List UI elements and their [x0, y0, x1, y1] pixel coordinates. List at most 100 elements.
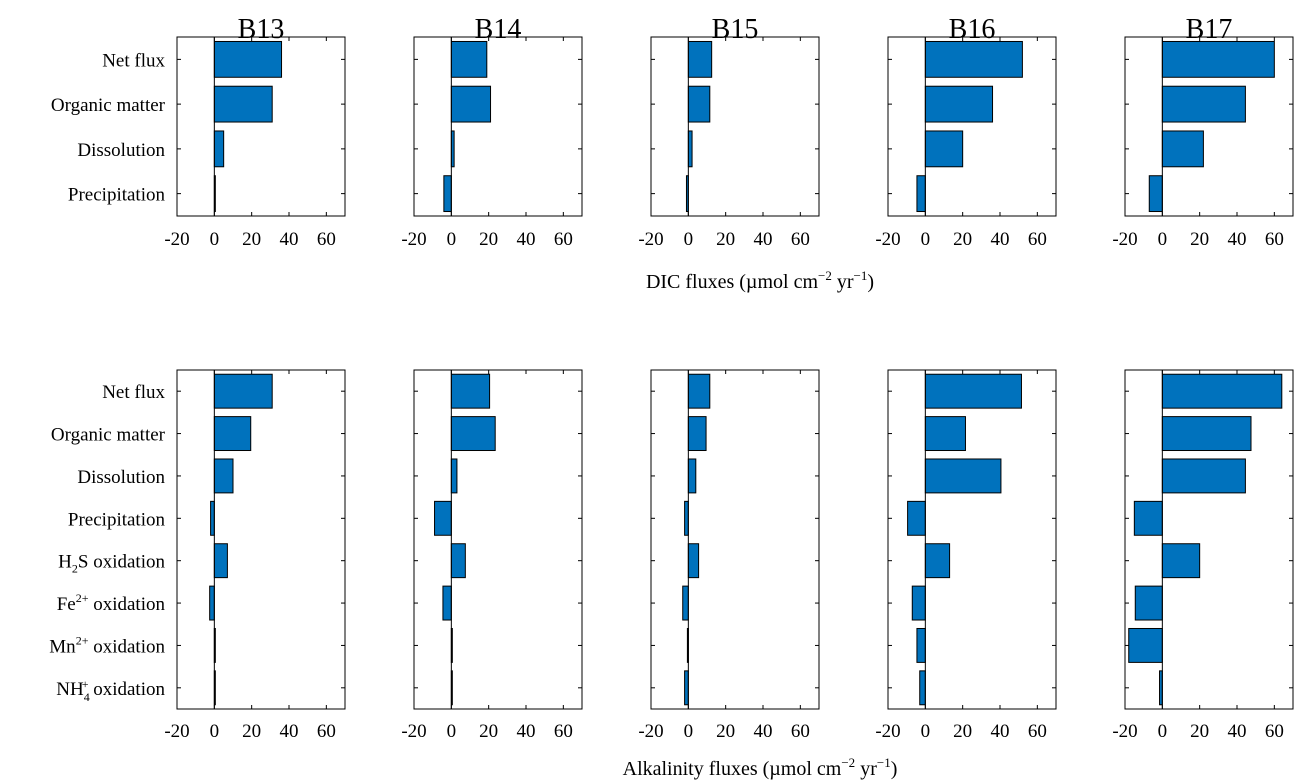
bar: [1161, 416, 1252, 452]
x-tick-label: 20: [953, 721, 972, 742]
bar: [443, 175, 452, 213]
x-tick-label: -20: [638, 721, 663, 742]
bar: [442, 585, 452, 621]
bar: [1133, 500, 1163, 536]
panel-1-1: B13 -20 0 20 40 60: [164, 14, 346, 250]
x-tick-label: 0: [684, 721, 694, 742]
category-label: Mn2+ oxidation: [49, 633, 165, 657]
bar: [924, 373, 1022, 409]
bar: [687, 416, 707, 452]
x-tick-label: 20: [479, 721, 498, 742]
x-tick-label: 60: [1265, 229, 1284, 250]
x-tick-label: 20: [953, 229, 972, 250]
x-tick-label: -20: [875, 229, 900, 250]
bar: [684, 500, 689, 536]
x-tick-label: 0: [447, 229, 457, 250]
category-label: H2S oxidation: [58, 552, 165, 576]
x-tick-label: -20: [638, 229, 663, 250]
bar: [450, 416, 496, 452]
bar: [1161, 543, 1201, 579]
bar: [434, 500, 452, 536]
x-tick-label: 60: [317, 721, 336, 742]
category-label: Organic matter: [51, 425, 166, 446]
category-label: NH4+ oxidation: [56, 677, 165, 704]
bar: [450, 85, 492, 123]
bar: [213, 416, 252, 452]
bar: [924, 458, 1002, 494]
chart-row-2: Net flux Organic matter Dissolution Precipi…: [49, 369, 1294, 780]
x-tick-label: 40: [1228, 721, 1247, 742]
panel-2-2: -20 0 20 40 60: [401, 369, 583, 742]
axes-frame: [887, 36, 1057, 217]
bar: [213, 85, 273, 123]
panel-2-4: -20 0 20 40 60: [875, 369, 1057, 742]
bar: [213, 40, 283, 78]
axes-frame: [1124, 369, 1294, 710]
bar: [1161, 373, 1283, 409]
x-tick-label: 40: [280, 721, 299, 742]
x-tick-label: 60: [1265, 721, 1284, 742]
bar: [924, 40, 1023, 78]
bar: [924, 130, 964, 168]
x-tick-label: 60: [1028, 721, 1047, 742]
bar: [907, 500, 926, 536]
x-tick-label: 0: [1158, 721, 1168, 742]
x-axis-label: DIC fluxes (µmol cm−2 yr−1): [646, 268, 874, 293]
bar: [687, 85, 711, 123]
x-tick-label: 60: [791, 229, 810, 250]
bar: [1134, 585, 1163, 621]
bar: [213, 458, 234, 494]
category-label: Precipitation: [68, 185, 166, 206]
bar: [450, 40, 488, 78]
x-tick-label: 40: [280, 229, 299, 250]
bar: [919, 670, 926, 706]
panel-1-4: B16 -20 0 20 40 60: [875, 14, 1057, 250]
bar: [1161, 130, 1204, 168]
bar: [213, 543, 228, 579]
axes-frame: [650, 369, 820, 710]
x-tick-label: 0: [921, 721, 931, 742]
bar: [924, 85, 994, 123]
panel-2-5: -20 0 20 40 60: [1112, 369, 1294, 742]
bar: [916, 175, 926, 213]
x-tick-label: 20: [242, 229, 261, 250]
x-tick-label: -20: [164, 721, 189, 742]
x-tick-label: 60: [317, 229, 336, 250]
x-tick-label: 20: [716, 721, 735, 742]
category-label: Organic matter: [51, 95, 166, 116]
axes-frame: [176, 36, 346, 217]
chart-row-1: Net flux Organic matter Dissolution Precipi…: [51, 14, 1294, 293]
bar: [924, 543, 951, 579]
bar: [1148, 175, 1163, 213]
x-tick-label: 0: [684, 229, 694, 250]
panel-title: B15: [712, 14, 759, 45]
bar: [911, 585, 926, 621]
x-tick-label: 0: [210, 721, 220, 742]
bar: [687, 543, 700, 579]
x-tick-label: 20: [1190, 229, 1209, 250]
bar: [209, 585, 215, 621]
x-tick-label: -20: [401, 229, 426, 250]
x-tick-label: 20: [479, 229, 498, 250]
bar: [916, 627, 926, 663]
x-tick-label: 20: [242, 721, 261, 742]
category-label: Net flux: [102, 50, 165, 71]
x-tick-label: -20: [875, 721, 900, 742]
x-tick-label: 40: [517, 721, 536, 742]
category-label: Precipitation: [68, 509, 166, 530]
x-tick-label: 60: [1028, 229, 1047, 250]
x-tick-label: 40: [754, 229, 773, 250]
bar: [684, 670, 689, 706]
bar: [450, 543, 466, 579]
panel-title: B16: [949, 14, 996, 45]
x-tick-label: 0: [210, 229, 220, 250]
bar: [210, 500, 215, 536]
axes-frame: [413, 36, 583, 217]
x-tick-label: -20: [164, 229, 189, 250]
category-label: Dissolution: [77, 467, 165, 488]
x-tick-label: 0: [1158, 229, 1168, 250]
panel-title: B13: [238, 14, 285, 45]
x-tick-label: 40: [1228, 229, 1247, 250]
axes-frame: [176, 369, 346, 710]
